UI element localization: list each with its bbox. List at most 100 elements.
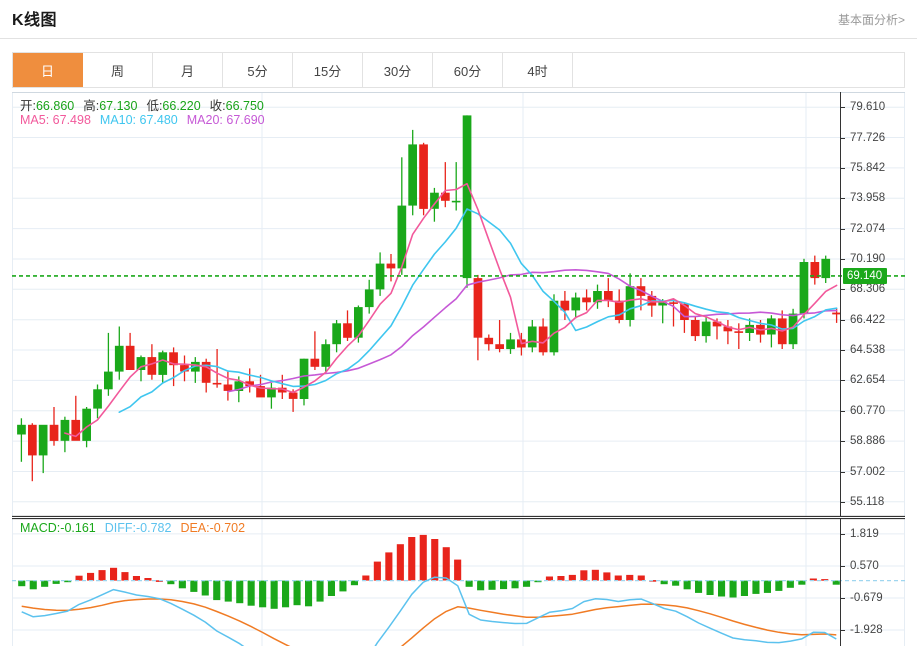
y-tick-mark (840, 167, 845, 169)
macd-bar (178, 580, 186, 589)
macd-bar (442, 547, 450, 581)
candle (669, 299, 678, 327)
candle (201, 358, 211, 393)
macd-bar (87, 572, 95, 581)
tab-周[interactable]: 周 (83, 53, 153, 87)
candle-body (169, 352, 178, 366)
ma20-value: 67.690 (226, 113, 265, 127)
candle (560, 291, 570, 320)
macd-bar (396, 544, 404, 581)
candle (821, 255, 831, 283)
tab-4时[interactable]: 4时 (503, 53, 573, 87)
ma20-label: MA20: (186, 113, 223, 127)
y-tick-label: -0.679 (850, 592, 883, 604)
candle-body (604, 291, 613, 301)
candle-body (147, 357, 157, 375)
tab-月[interactable]: 月 (153, 53, 223, 87)
candle (723, 320, 733, 345)
macd-bar (786, 580, 794, 588)
y-tick-mark (840, 259, 845, 260)
candle-body (114, 345, 124, 372)
macd-bar (305, 580, 313, 607)
macd-bar (454, 559, 462, 581)
macd-bar (557, 576, 565, 581)
macd-bar (18, 580, 26, 587)
macd-bar (729, 580, 737, 598)
page-header: K线图 基本面分析> (0, 0, 917, 39)
macd-bar (672, 580, 680, 586)
macd-bar (408, 537, 416, 581)
candle (451, 162, 461, 211)
y-tick-mark (840, 319, 845, 321)
fundamental-analysis-link[interactable]: 基本面分析> (837, 13, 905, 27)
ma10-label: MA10: (99, 113, 137, 127)
macd-bar (385, 552, 393, 581)
candle (701, 316, 711, 343)
ma10-value: 67.480 (139, 113, 178, 127)
price-chart-panel[interactable] (12, 92, 905, 517)
candle-body (712, 321, 722, 327)
macd-bar (660, 580, 668, 585)
macd-bar (362, 575, 370, 581)
price-chart-svg (12, 92, 905, 517)
macd-bar (224, 580, 232, 602)
candle-body (299, 358, 309, 399)
y-tick-mark (840, 471, 845, 473)
candle-body (658, 302, 667, 306)
macd-bar (64, 580, 72, 583)
candle (49, 407, 59, 446)
candle-body (104, 371, 113, 390)
macd-bar (488, 580, 496, 590)
dea-line (21, 598, 837, 646)
y-tick-mark (840, 533, 845, 535)
y-tick-mark (840, 410, 845, 412)
candle-body (723, 326, 733, 332)
tab-30分[interactable]: 30分 (363, 53, 433, 87)
candle-body (625, 286, 635, 320)
macd-bar (132, 576, 140, 581)
candle (582, 289, 591, 311)
y-tick-label: 58.886 (850, 435, 886, 448)
macd-bar (523, 580, 531, 587)
candle (549, 294, 559, 356)
y-tick-label: 62.654 (850, 374, 886, 387)
macd-bar (339, 580, 347, 592)
macd-chart-panel[interactable] (12, 518, 905, 646)
tab-5分[interactable]: 5分 (223, 53, 293, 87)
candle (495, 320, 504, 353)
tab-15分[interactable]: 15分 (293, 53, 363, 87)
candle-body (506, 339, 515, 350)
ma5-label: MA5: (20, 113, 50, 127)
macd-bar (259, 580, 267, 608)
candle (125, 332, 135, 370)
macd-bar (144, 578, 152, 581)
candle-body (419, 144, 428, 209)
macd-bar (740, 580, 748, 596)
candle (538, 318, 548, 356)
candle (245, 368, 254, 393)
y-tick-mark (840, 441, 845, 443)
price-axis-line (840, 92, 841, 517)
ma5-value: 67.498 (52, 113, 91, 127)
low-label: 低: (146, 99, 163, 113)
candle-body (321, 344, 331, 367)
candle-body (28, 424, 37, 456)
candle-body (832, 312, 841, 315)
candle-body (310, 358, 320, 367)
high-label: 高: (83, 99, 100, 113)
candle-body (821, 258, 831, 279)
candle (38, 424, 48, 474)
candle (745, 318, 754, 341)
macd-bar (316, 580, 324, 602)
macd-bar (29, 580, 37, 590)
macd-value: -0.161 (60, 521, 96, 535)
candle-body (223, 384, 233, 391)
tab-60分[interactable]: 60分 (433, 53, 503, 87)
y-tick-label: 0.570 (850, 560, 879, 572)
macd-bar (534, 580, 542, 583)
tab-日[interactable]: 日 (13, 53, 83, 87)
candle (71, 395, 81, 441)
candle (375, 252, 385, 296)
macd-bar (201, 580, 209, 596)
